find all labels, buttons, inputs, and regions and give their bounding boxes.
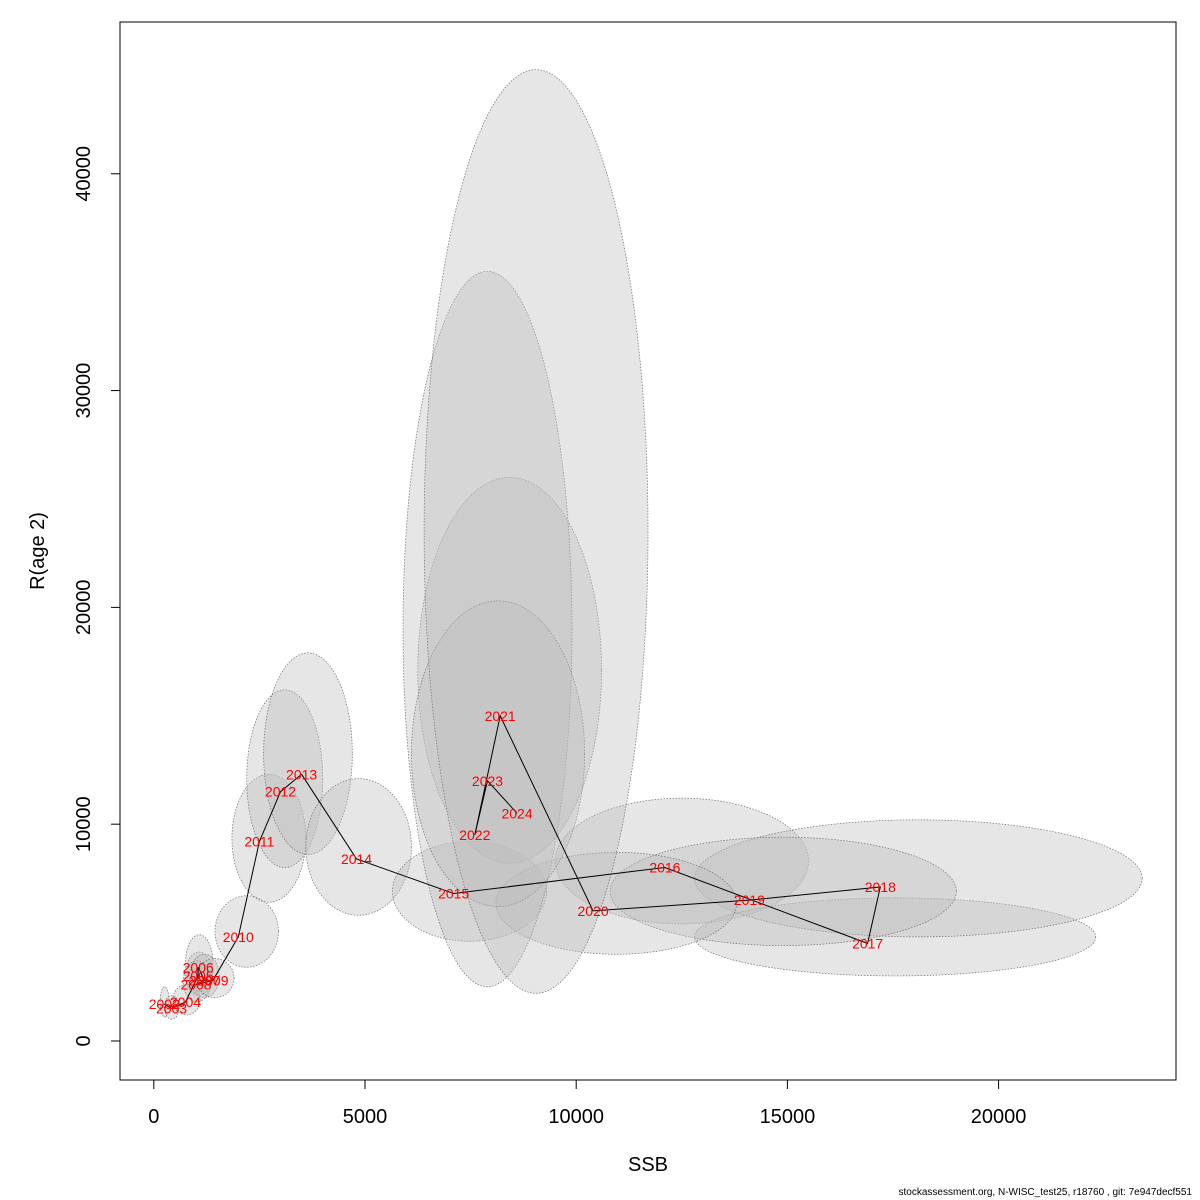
ellipse-2002 bbox=[159, 986, 170, 1018]
year-label-2013: 2013 bbox=[286, 766, 317, 782]
x-tick-label: 15000 bbox=[760, 1106, 816, 1128]
ellipse-2011 bbox=[231, 773, 307, 903]
x-tick-label: 10000 bbox=[548, 1106, 604, 1128]
ellipse-2006 bbox=[185, 934, 214, 992]
trajectory-lines bbox=[164, 714, 881, 1010]
ellipse-2005 bbox=[185, 951, 214, 996]
ellipse-2020 bbox=[495, 852, 738, 955]
y-tick-label: 30000 bbox=[73, 363, 95, 419]
ellipse-2009 bbox=[195, 958, 235, 998]
year-label-2007: 2007 bbox=[189, 972, 220, 988]
y-tick-label: 40000 bbox=[73, 146, 95, 202]
ellipse-2013 bbox=[263, 652, 353, 855]
ellipse-2022 bbox=[402, 270, 573, 988]
year-label-2002: 2002 bbox=[149, 996, 180, 1012]
ellipse-2012 bbox=[246, 689, 324, 868]
ellipse-2024 bbox=[423, 69, 649, 994]
year-label-2011: 2011 bbox=[244, 834, 274, 850]
y-tick-label: 0 bbox=[73, 1035, 95, 1046]
year-label-2004: 2004 bbox=[170, 994, 201, 1010]
year-label-2015: 2015 bbox=[438, 886, 469, 902]
x-tick-label: 20000 bbox=[971, 1106, 1027, 1128]
x-axis: 0 5000 10000 15000 20000 bbox=[148, 1079, 1027, 1128]
ellipse-2023 bbox=[411, 600, 585, 907]
y-axis-label: R(age 2) bbox=[27, 512, 49, 590]
ellipse-2018 bbox=[694, 819, 1143, 938]
year-label-2008: 2008 bbox=[180, 977, 211, 993]
y-axis: 0 10000 20000 30000 40000 bbox=[73, 146, 121, 1047]
year-label-2024: 2024 bbox=[501, 805, 532, 821]
x-axis-label: SSB bbox=[628, 1154, 668, 1176]
ellipse-2007 bbox=[189, 953, 220, 998]
year-label-2019: 2019 bbox=[734, 892, 765, 908]
year-label-2003: 2003 bbox=[156, 1000, 187, 1016]
x-tick-label: 0 bbox=[148, 1106, 159, 1128]
ellipse-2019 bbox=[609, 836, 957, 946]
year-label-2006: 2006 bbox=[183, 959, 214, 975]
year-label-2022: 2022 bbox=[459, 827, 490, 843]
x-tick-label: 5000 bbox=[343, 1106, 388, 1128]
year-label-2016: 2016 bbox=[649, 860, 680, 876]
ellipse-2014 bbox=[305, 778, 412, 916]
year-label-2014: 2014 bbox=[341, 851, 372, 867]
year-label-2009: 2009 bbox=[197, 972, 228, 988]
year-label-2018: 2018 bbox=[865, 879, 896, 895]
year-label-2023: 2023 bbox=[472, 773, 503, 789]
footer-note: stockassessment.org, N-WISC_test25, r187… bbox=[898, 1187, 1193, 1198]
y-tick-label: 20000 bbox=[73, 580, 95, 636]
y-tick-label: 10000 bbox=[73, 796, 95, 852]
year-label-2005: 2005 bbox=[183, 968, 214, 984]
confidence-ellipses bbox=[159, 69, 1143, 1020]
ellipse-2003 bbox=[164, 995, 180, 1020]
year-label-2017: 2017 bbox=[852, 935, 883, 951]
trajectory-line bbox=[164, 714, 881, 1010]
year-label-2010: 2010 bbox=[223, 929, 254, 945]
year-label-2012: 2012 bbox=[265, 784, 296, 800]
year-label-2020: 2020 bbox=[578, 903, 609, 919]
year-label-2021: 2021 bbox=[485, 708, 516, 724]
ellipse-2016 bbox=[554, 797, 809, 925]
ellipse-2021 bbox=[417, 476, 602, 864]
